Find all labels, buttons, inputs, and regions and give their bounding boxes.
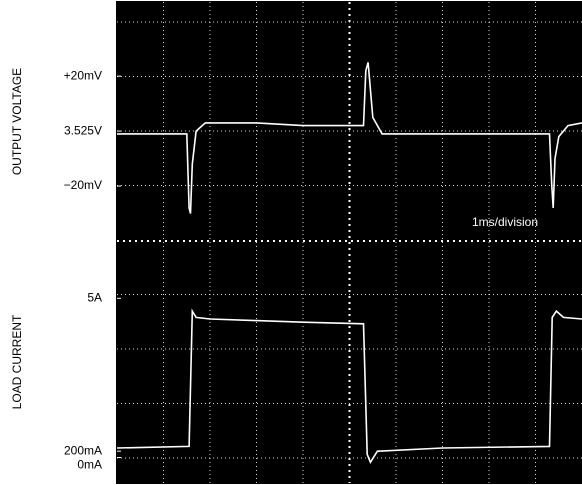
y-axis-label: LOAD CURRENT: [10, 314, 24, 409]
y-tick-label: +20mV: [64, 68, 102, 82]
y-tick-label: 200mA: [64, 443, 102, 457]
trace: [117, 62, 582, 214]
y-tick-label: 0mA: [77, 457, 102, 471]
trace: [116, 308, 582, 465]
y-tick-label: 5A: [87, 290, 102, 304]
annotation: 1ms/division: [472, 215, 538, 229]
y-tick-label: −20mV: [64, 178, 102, 192]
y-axis-label: OUTPUT VOLTAGE: [10, 68, 24, 175]
y-tick-label: 3.525V: [64, 123, 102, 137]
grid: [117, 2, 582, 483]
